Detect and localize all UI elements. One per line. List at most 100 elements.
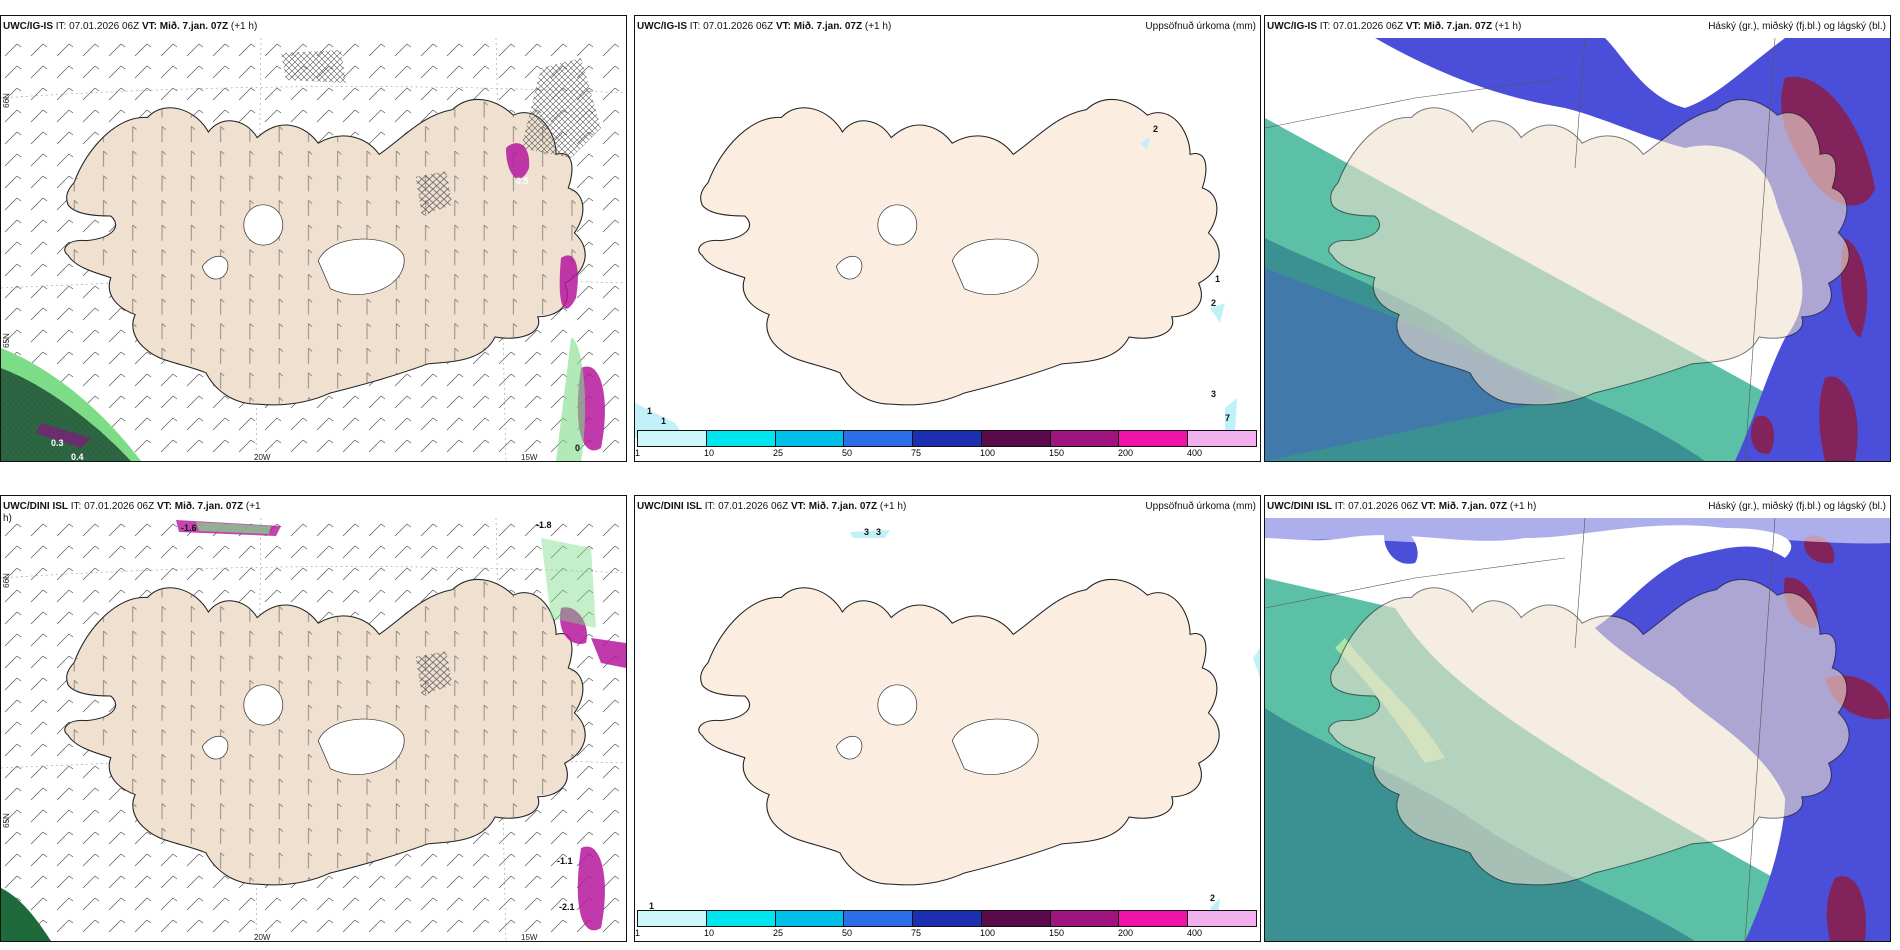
- precip-value: 1: [647, 406, 653, 416]
- colorbar-ticks: 1 10 25 50 75 100 150 200 400: [635, 448, 1257, 460]
- contour-value: 0.4: [71, 452, 84, 462]
- lat-label: 65N: [1, 333, 11, 348]
- colorbar-segment: [706, 911, 776, 926]
- panel-precip-igis: UWC/IG-IS IT: 07.01.2026 06Z VT: Mið. 7.…: [634, 15, 1261, 462]
- lead-time: (+1 h): [1509, 501, 1537, 512]
- panel-precip-dini: UWC/DINI ISL IT: 07.01.2026 06Z VT: Mið.…: [634, 495, 1261, 942]
- panel-title: Uppsöfnuð úrkoma (mm): [1145, 501, 1256, 512]
- colorbar-tick: 75: [911, 448, 922, 458]
- panel-clouds-dini: UWC/DINI ISL IT: 07.01.2026 06Z VT: Mið.…: [1264, 495, 1891, 942]
- lat-label: 65N: [1, 813, 11, 828]
- wind-map: [1, 518, 626, 941]
- init-time: IT: 07.01.2026 06Z: [70, 501, 155, 512]
- colorbar-tick: 50: [842, 448, 853, 458]
- colorbar-segment: [1050, 431, 1120, 446]
- colorbar-segment: [1188, 911, 1257, 926]
- colorbar-segment: [1119, 911, 1189, 926]
- lon-label: 20W: [254, 933, 271, 942]
- wind-map: [1, 38, 626, 461]
- contour-value: 0.5: [516, 176, 529, 186]
- model-name: UWC/DINI ISL: [1267, 501, 1332, 512]
- precip-value: 3: [876, 527, 882, 537]
- precip-map: [698, 530, 1260, 918]
- colorbar-segment: [981, 911, 1051, 926]
- lat-label: 66N: [1, 573, 11, 588]
- lon-label: 15W: [521, 933, 538, 942]
- init-time: IT: 07.01.2026 06Z: [1319, 21, 1404, 32]
- contour-value: 2.0: [584, 298, 597, 308]
- panel-clouds-igis: UWC/IG-IS IT: 07.01.2026 06Z VT: Mið. 7.…: [1264, 15, 1891, 462]
- precip-value: 2: [1210, 893, 1216, 903]
- colorbar-segment: [913, 431, 982, 446]
- init-time: IT: 07.01.2026 06Z: [704, 501, 789, 512]
- colorbar-tick: 10: [704, 928, 715, 938]
- colorbar-tick: 200: [1118, 448, 1134, 458]
- colorbar-tick: 1: [635, 928, 641, 938]
- precip-value: 2: [1211, 298, 1217, 308]
- lead-time: (+1 h): [230, 21, 258, 32]
- valid-time: VT: Mið. 7.jan. 07Z: [1420, 501, 1508, 512]
- colorbar-segment: [775, 911, 845, 926]
- model-name: UWC/IG-IS: [1267, 21, 1317, 32]
- panel-header: UWC/IG-IS IT: 07.01.2026 06Z VT: Mið. 7.…: [1267, 21, 1521, 33]
- precip-value: 1: [661, 416, 667, 426]
- valid-time: VT: Mið. 7.jan. 07Z: [775, 21, 863, 32]
- panel-header: UWC/DINI ISL IT: 07.01.2026 06Z VT: Mið.…: [3, 501, 261, 525]
- colorbar-tick: 50: [842, 928, 853, 938]
- contour-value: -2.1: [559, 902, 575, 912]
- contour-value: -1.1: [557, 856, 573, 866]
- colorbar-segment: [775, 431, 845, 446]
- model-name: UWC/IG-IS: [3, 21, 53, 32]
- colorbar-segment: [1119, 431, 1189, 446]
- colorbar-segment: [844, 431, 914, 446]
- colorbar-segment: [844, 911, 914, 926]
- init-time: IT: 07.01.2026 06Z: [1334, 501, 1419, 512]
- colorbar-tick: 400: [1187, 928, 1203, 938]
- precip-value: 7: [1225, 413, 1231, 423]
- model-name: UWC/DINI ISL: [3, 501, 68, 512]
- contour-value: 0: [575, 443, 581, 453]
- valid-time: VT: Mið. 7.jan. 07Z: [141, 21, 229, 32]
- colorbar-tick: 25: [773, 928, 784, 938]
- lon-label: 15W: [521, 453, 538, 462]
- colorbar-tick: 25: [773, 448, 784, 458]
- model-name: UWC/DINI ISL: [637, 501, 702, 512]
- precip-colorbar: [637, 910, 1257, 927]
- colorbar-segment: [706, 431, 776, 446]
- precip-value: 1: [1215, 274, 1221, 284]
- precip-colorbar: [637, 430, 1257, 447]
- valid-time: VT: Mið. 7.jan. 07Z: [1405, 21, 1493, 32]
- lon-label: 20W: [254, 453, 271, 462]
- colorbar-tick: 10: [704, 448, 715, 458]
- colorbar-tick: 150: [1049, 928, 1065, 938]
- contour-value: -1.8: [536, 520, 552, 530]
- colorbar-tick: 150: [1049, 448, 1065, 458]
- precip-value: 3: [864, 527, 870, 537]
- precip-value: 1: [649, 901, 655, 911]
- contour-value: -1.6: [181, 523, 197, 533]
- lat-label: 66N: [1, 93, 11, 108]
- panel-header: UWC/DINI ISL IT: 07.01.2026 06Z VT: Mið.…: [637, 501, 906, 513]
- init-time: IT: 07.01.2026 06Z: [55, 21, 140, 32]
- panel-header: UWC/IG-IS IT: 07.01.2026 06Z VT: Mið. 7.…: [3, 21, 257, 33]
- precip-map: [635, 98, 1237, 438]
- colorbar-segment: [981, 431, 1051, 446]
- lead-time: (+1 h): [864, 21, 892, 32]
- lead-time: (+1 h): [879, 501, 907, 512]
- valid-time: VT: Mið. 7.jan. 07Z: [790, 501, 878, 512]
- model-name: UWC/IG-IS: [637, 21, 687, 32]
- lead-time: (+1: [245, 501, 261, 512]
- panel-wind-igis: UWC/IG-IS IT: 07.01.2026 06Z VT: Mið. 7.…: [0, 15, 627, 462]
- contour-value: 0.3: [51, 438, 64, 448]
- colorbar-tick: 100: [980, 448, 996, 458]
- panel-title: Háský (gr.), miðský (fj.bl.) og lágský (…: [1708, 21, 1886, 32]
- colorbar-tick: 1: [635, 448, 641, 458]
- panel-title: Háský (gr.), miðský (fj.bl.) og lágský (…: [1708, 501, 1886, 512]
- colorbar-tick: 200: [1118, 928, 1134, 938]
- panel-header: UWC/DINI ISL IT: 07.01.2026 06Z VT: Mið.…: [1267, 501, 1536, 513]
- panel-title: Uppsöfnuð úrkoma (mm): [1145, 21, 1256, 32]
- colorbar-ticks: 1 10 25 50 75 100 150 200 400: [635, 928, 1257, 940]
- colorbar-tick: 75: [911, 928, 922, 938]
- precip-value: 2: [1153, 124, 1159, 134]
- colorbar-segment: [1050, 911, 1120, 926]
